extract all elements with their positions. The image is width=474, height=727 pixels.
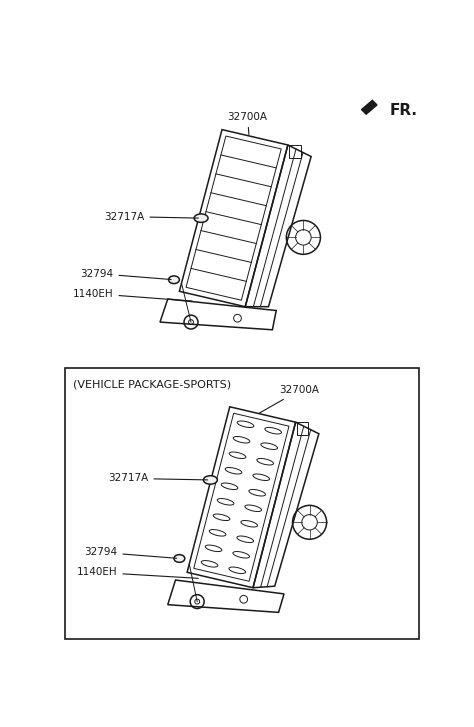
Text: 32717A: 32717A [104,212,198,222]
Text: 1140EH: 1140EH [73,289,192,301]
Text: 32794: 32794 [81,268,171,279]
Bar [289,145,301,158]
Ellipse shape [169,276,179,284]
Ellipse shape [203,475,218,484]
Text: 32700A: 32700A [259,385,319,413]
Ellipse shape [194,214,208,222]
Text: FR.: FR. [390,103,418,118]
Text: 1140EH: 1140EH [77,567,198,579]
Bar [65,369,419,639]
Ellipse shape [174,555,185,562]
Text: 32700A: 32700A [228,112,268,134]
Polygon shape [362,100,377,114]
Bar [297,422,309,435]
Text: 32717A: 32717A [108,473,208,483]
Text: (VEHICLE PACKAGE-SPORTS): (VEHICLE PACKAGE-SPORTS) [73,379,231,389]
Text: 32794: 32794 [84,547,177,558]
